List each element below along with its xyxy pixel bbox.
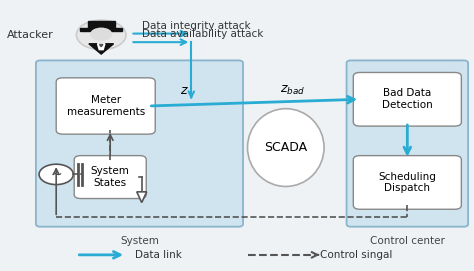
Polygon shape	[137, 192, 146, 202]
FancyBboxPatch shape	[353, 156, 461, 209]
Text: Data integrity attack: Data integrity attack	[142, 21, 250, 31]
Polygon shape	[100, 44, 103, 47]
FancyBboxPatch shape	[353, 72, 461, 126]
Polygon shape	[89, 44, 114, 54]
Text: $z_{bad}$: $z_{bad}$	[280, 83, 305, 96]
Text: Data link: Data link	[135, 250, 182, 260]
Text: $z$: $z$	[180, 84, 189, 96]
Ellipse shape	[247, 109, 324, 186]
Polygon shape	[80, 28, 122, 31]
FancyBboxPatch shape	[36, 60, 243, 227]
Text: Control center: Control center	[370, 236, 445, 246]
Text: Scheduling
Dispatch: Scheduling Dispatch	[378, 172, 436, 193]
Text: Control singal: Control singal	[319, 250, 392, 260]
Circle shape	[90, 28, 112, 41]
Polygon shape	[88, 21, 115, 28]
Circle shape	[76, 20, 126, 50]
FancyBboxPatch shape	[346, 60, 468, 227]
Text: Data availability attack: Data availability attack	[142, 30, 263, 40]
Text: ~: ~	[50, 167, 62, 181]
Text: Bad Data
Detection: Bad Data Detection	[382, 89, 433, 110]
Text: Meter
measurements: Meter measurements	[66, 95, 145, 117]
Text: SCADA: SCADA	[264, 141, 307, 154]
FancyBboxPatch shape	[56, 78, 155, 134]
Text: Attacker: Attacker	[7, 30, 54, 40]
FancyBboxPatch shape	[74, 156, 146, 199]
Polygon shape	[98, 44, 105, 50]
Circle shape	[39, 164, 73, 185]
Text: System: System	[120, 236, 159, 246]
Text: System
States: System States	[91, 166, 130, 188]
